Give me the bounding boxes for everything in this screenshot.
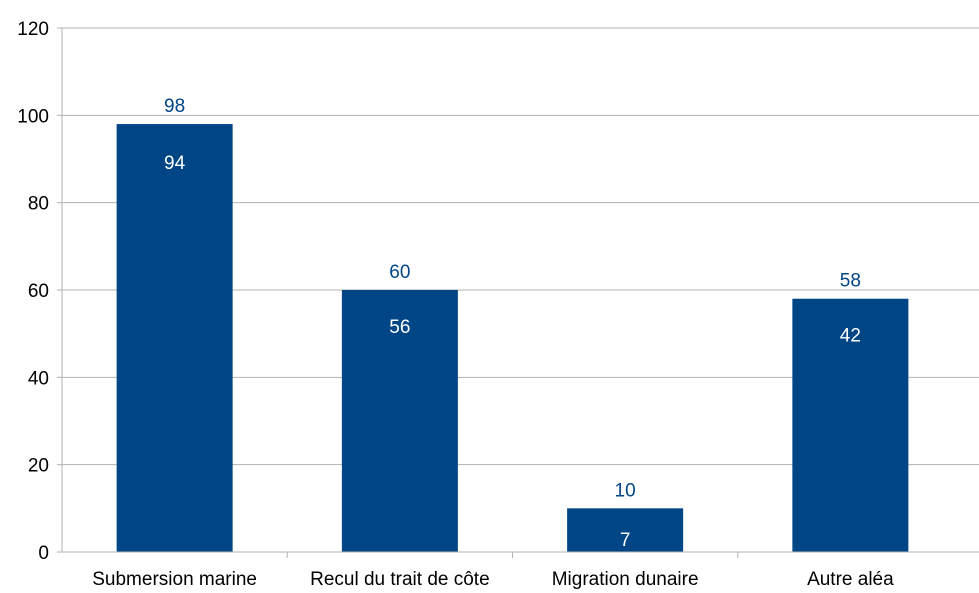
y-tick-label: 60 — [28, 281, 49, 302]
y-tick-label: 40 — [28, 368, 49, 389]
bar-value-label: 10 — [615, 480, 636, 501]
bar-value-label: 98 — [164, 96, 185, 117]
x-axis-category-labels: Submersion marine Recul du trait de côte M… — [92, 569, 894, 590]
bar-value-label: 58 — [840, 271, 861, 292]
y-tick-label: 80 — [28, 194, 49, 215]
y-tick-label: 20 — [28, 456, 49, 477]
data-labels: 98 94 60 56 10 7 58 42 — [164, 96, 861, 551]
x-category-label: Submersion marine — [92, 569, 257, 590]
x-category-label: Recul du trait de côte — [310, 569, 490, 590]
y-tick-label: 120 — [17, 19, 49, 40]
bar-inner-value-label: 7 — [620, 530, 631, 551]
y-tick-label: 100 — [17, 106, 49, 127]
bar-inner-value-label: 94 — [164, 153, 186, 174]
y-tick-label: 0 — [38, 543, 49, 564]
bar-value-label: 60 — [389, 262, 410, 283]
bars — [117, 124, 909, 552]
x-category-label: Migration dunaire — [552, 569, 699, 590]
x-category-label: Autre aléa — [807, 569, 894, 590]
bar-inner-value-label: 56 — [389, 317, 410, 338]
y-axis-ticks: 0 20 40 60 80 100 120 — [17, 19, 62, 564]
bar-inner-value-label: 42 — [840, 326, 861, 347]
bar-1 — [117, 124, 233, 552]
